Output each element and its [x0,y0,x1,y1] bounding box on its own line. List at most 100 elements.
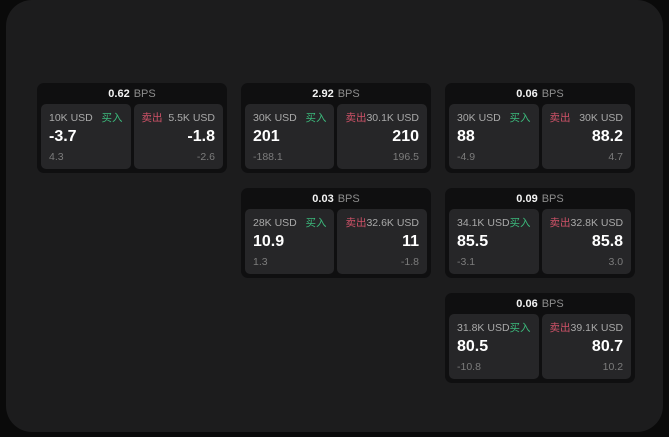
buy-label: 买入 [305,112,327,124]
sell-panel[interactable]: 卖出 39.1K USD 80.7 10.2 [541,314,632,379]
buy-sub-value: -4.9 [457,151,476,163]
bps-unit-label: BPS [541,297,564,310]
buy-amount: 30K USD [253,111,297,124]
buy-panel[interactable]: 34.1K USD 买入 85.5 -3.1 [449,209,539,274]
buy-sell-panels: 31.8K USD 买入 80.5 -10.8 卖出 39.1K USD 80.… [445,314,635,383]
buy-panel[interactable]: 30K USD 买入 201 -188.1 [245,104,335,169]
sell-price: -1.8 [187,128,215,145]
card-header: 0.09 BPS [445,188,635,209]
sell-price: 88.2 [591,128,623,145]
sell-sub-value: -1.8 [400,256,419,268]
buy-sell-panels: 30K USD 买入 88 -4.9 卖出 30K USD 88.2 4.7 [445,104,635,173]
quote-cards-grid: 0.62 BPS 10K USD 买入 -3.7 4.3 卖出 5.5K USD [37,83,635,383]
sell-amount: 30.1K USD [366,111,419,124]
sell-amount: 5.5K USD [168,111,215,124]
buy-panel-topline: 34.1K USD 买入 [457,215,531,230]
sell-sub-value: 10.2 [602,361,624,373]
sell-sub-value: 3.0 [608,256,624,268]
card-header: 0.06 BPS [445,293,635,314]
sell-panel-topline: 卖出 5.5K USD [142,110,216,125]
buy-panel-topline: 28K USD 买入 [253,215,326,230]
buy-panel[interactable]: 28K USD 买入 10.9 1.3 [245,209,335,274]
buy-price: 201 [253,128,280,145]
buy-panel[interactable]: 31.8K USD 买入 80.5 -10.8 [449,314,539,379]
sell-price: 80.7 [591,338,624,355]
bps-value: 0.03 [312,192,334,205]
buy-sub-value: 4.3 [49,151,64,163]
sell-label: 卖出 [345,217,367,229]
sell-label: 卖出 [345,112,367,124]
bps-unit-label: BPS [133,87,156,100]
buy-price: 80.5 [457,338,489,355]
buy-price: 85.5 [457,233,489,250]
buy-sell-panels: 34.1K USD 买入 85.5 -3.1 卖出 32.8K USD 85.8… [445,209,635,278]
sell-panel-topline: 卖出 30K USD [550,110,624,125]
buy-amount: 28K USD [253,216,297,229]
sell-panel[interactable]: 卖出 5.5K USD -1.8 -2.6 [133,104,223,169]
buy-amount: 31.8K USD [457,321,510,334]
buy-panel[interactable]: 10K USD 买入 -3.7 4.3 [41,104,131,169]
sell-panel-topline: 卖出 32.8K USD [550,215,624,230]
buy-sub-value: -3.1 [457,256,476,268]
buy-sub-value: -188.1 [253,151,283,163]
bps-unit-label: BPS [337,87,360,100]
bps-value: 2.92 [312,87,334,100]
buy-panel-topline: 31.8K USD 买入 [457,320,531,335]
buy-label: 买入 [509,217,531,229]
buy-panel[interactable]: 30K USD 买入 88 -4.9 [449,104,539,169]
sell-panel-topline: 卖出 30.1K USD [345,110,419,125]
bps-value: 0.62 [108,87,130,100]
quote-card: 0.62 BPS 10K USD 买入 -3.7 4.3 卖出 5.5K USD [37,83,227,173]
quote-card: 0.09 BPS 34.1K USD 买入 85.5 -3.1 卖出 32.8K… [445,188,635,278]
sell-price: 210 [392,128,419,145]
buy-panel-topline: 30K USD 买入 [457,110,531,125]
bps-value: 0.06 [516,297,538,310]
buy-amount: 34.1K USD [457,216,510,229]
card-header: 0.06 BPS [445,83,635,104]
buy-price: 88 [457,128,475,145]
quote-card: 0.03 BPS 28K USD 买入 10.9 1.3 卖出 32.6K US… [241,188,431,278]
buy-label: 买入 [101,112,123,124]
card-header: 0.62 BPS [37,83,227,104]
buy-label: 买入 [509,112,531,124]
sell-panel[interactable]: 卖出 30.1K USD 210 196.5 [337,104,427,169]
sell-label: 卖出 [549,322,571,334]
bps-unit-label: BPS [541,87,564,100]
sell-label: 卖出 [549,217,571,229]
buy-sub-value: -10.8 [457,361,481,373]
card-header: 2.92 BPS [241,83,431,104]
sell-sub-value: -2.6 [196,151,215,163]
sell-amount: 39.1K USD [570,321,624,334]
sell-label: 卖出 [141,112,163,124]
bps-value: 0.09 [516,192,538,205]
buy-amount: 10K USD [49,111,93,124]
buy-sell-panels: 28K USD 买入 10.9 1.3 卖出 32.6K USD 11 -1.8 [241,209,431,278]
sell-label: 卖出 [549,112,571,124]
sell-amount: 32.8K USD [570,216,624,229]
buy-label: 买入 [509,322,531,334]
buy-sub-value: 1.3 [253,256,268,268]
quote-card: 0.06 BPS 31.8K USD 买入 80.5 -10.8 卖出 39.1… [445,293,635,383]
sell-amount: 32.6K USD [366,216,419,229]
sell-panel[interactable]: 卖出 32.6K USD 11 -1.8 [337,209,427,274]
buy-panel-topline: 10K USD 买入 [49,110,123,125]
quote-card: 0.06 BPS 30K USD 买入 88 -4.9 卖出 30K USD [445,83,635,173]
buy-label: 买入 [305,217,327,229]
buy-sell-panels: 30K USD 买入 201 -188.1 卖出 30.1K USD 210 1… [241,104,431,173]
quote-card: 2.92 BPS 30K USD 买入 201 -188.1 卖出 30.1K … [241,83,431,173]
sell-sub-value: 196.5 [392,151,419,163]
bps-unit-label: BPS [337,192,360,205]
sell-panel[interactable]: 卖出 32.8K USD 85.8 3.0 [541,209,632,274]
buy-price: 10.9 [253,233,285,250]
sell-sub-value: 4.7 [608,151,623,163]
buy-amount: 30K USD [457,111,501,124]
sell-amount: 30K USD [579,111,623,124]
sell-price: 85.8 [591,233,624,250]
buy-price: -3.7 [49,128,77,145]
card-header: 0.03 BPS [241,188,431,209]
bps-value: 0.06 [516,87,538,100]
buy-panel-topline: 30K USD 买入 [253,110,326,125]
sell-panel[interactable]: 卖出 30K USD 88.2 4.7 [541,104,631,169]
sell-panel-topline: 卖出 32.6K USD [345,215,419,230]
